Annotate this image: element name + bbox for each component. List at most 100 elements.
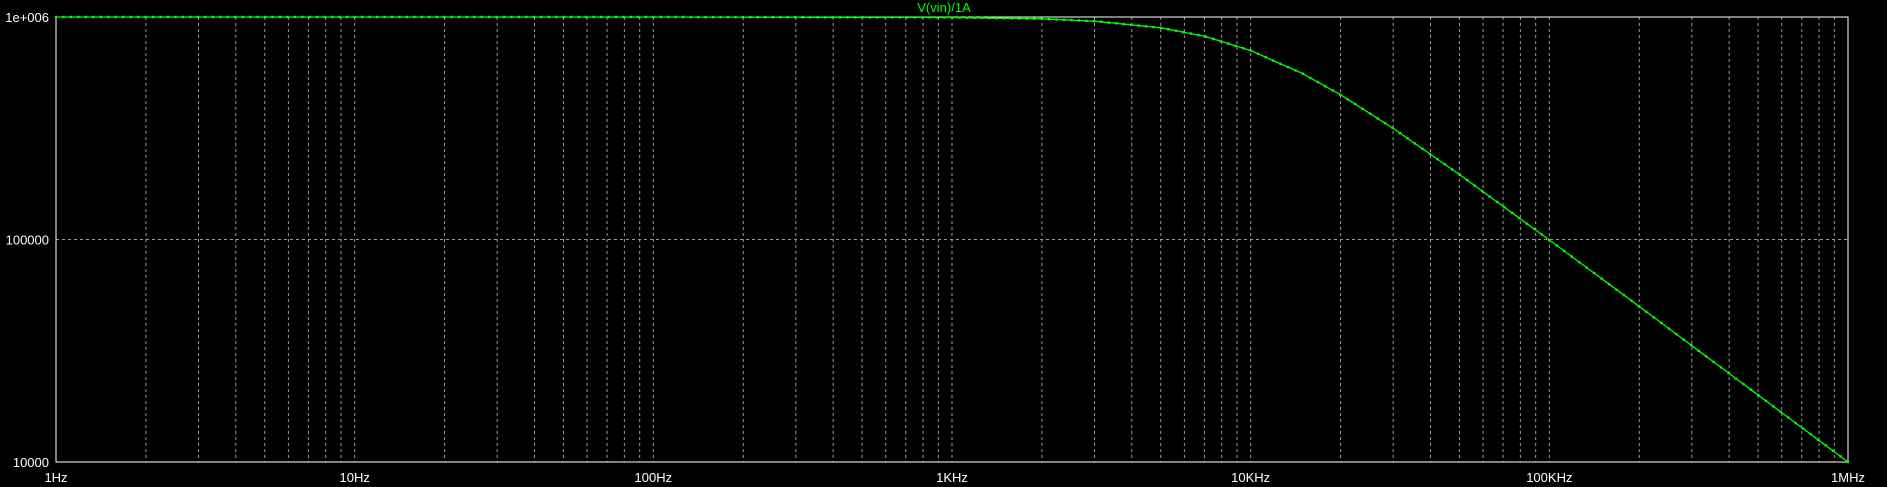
x-tick-label: 1MHz	[1831, 470, 1865, 485]
trace-point	[1047, 18, 1051, 21]
trace-point	[831, 16, 834, 19]
trace-point	[1242, 47, 1245, 50]
trace-point	[1085, 19, 1088, 22]
trace-point	[1719, 366, 1723, 369]
trace-point	[988, 16, 991, 20]
trace-point	[1398, 131, 1402, 135]
trace-point	[1234, 44, 1237, 48]
trace-point	[248, 15, 252, 19]
trace-point	[1130, 23, 1133, 26]
trace-point	[607, 15, 610, 19]
trace-point	[794, 16, 797, 19]
trace-point	[405, 15, 409, 19]
trace-point	[1592, 271, 1596, 275]
trace-point	[764, 16, 767, 19]
trace-point	[555, 15, 558, 19]
trace-point	[1779, 410, 1782, 414]
trace-point	[226, 15, 229, 19]
trace-point	[114, 15, 117, 19]
trace-point	[1204, 35, 1208, 38]
trace-point	[286, 15, 289, 19]
trace-point	[211, 15, 214, 19]
trace-point	[532, 15, 536, 19]
grid	[56, 17, 1848, 462]
trace-point	[174, 15, 177, 19]
trace-point	[876, 16, 879, 19]
trace-point	[943, 16, 946, 19]
trace-point	[458, 15, 461, 19]
trace-point	[1182, 31, 1185, 34]
trace-point	[159, 15, 162, 19]
trace-point	[1510, 211, 1514, 214]
trace-point	[1824, 444, 1827, 447]
trace-point	[54, 15, 58, 19]
trace-point	[726, 15, 730, 19]
trace-point	[1316, 80, 1320, 84]
trace-point	[1563, 249, 1566, 253]
trace-point	[323, 15, 326, 19]
trace-point	[1286, 65, 1290, 69]
trace-point	[995, 17, 998, 20]
trace-point	[1712, 360, 1715, 364]
trace-point	[756, 16, 760, 19]
trace-point	[1794, 421, 1797, 425]
trace-point	[1376, 117, 1379, 120]
trace-point	[599, 15, 603, 19]
trace-point	[1294, 69, 1297, 72]
trace-point	[428, 15, 431, 19]
y-tick-label: 100000	[6, 233, 49, 248]
trace-point	[122, 15, 125, 19]
trace-point	[868, 16, 872, 19]
trace-point	[1301, 72, 1305, 75]
trace-point	[204, 15, 207, 19]
trace-point	[749, 16, 752, 19]
trace-point	[1525, 222, 1529, 225]
trace-point	[1368, 112, 1372, 115]
trace-point	[166, 15, 170, 19]
trace-label[interactable]: V(vin)/1A	[917, 0, 971, 15]
trace-point	[1667, 327, 1670, 330]
trace-point	[316, 15, 319, 19]
trace-point	[1256, 52, 1260, 55]
trace-point	[853, 16, 857, 19]
x-tick-label: 1Hz	[44, 470, 67, 485]
trace-point	[1174, 29, 1178, 32]
trace-point	[196, 15, 200, 19]
trace-point	[980, 16, 984, 20]
trace-point	[84, 15, 88, 19]
trace-point	[1167, 28, 1170, 31]
trace-point	[525, 15, 528, 19]
trace-point	[1428, 152, 1432, 156]
trace-point	[293, 15, 297, 19]
trace-point	[950, 16, 954, 19]
trace-point	[390, 15, 394, 19]
trace-point	[1503, 206, 1506, 209]
trace-point	[913, 16, 916, 19]
trace-point	[301, 15, 304, 19]
trace-point	[1466, 178, 1469, 182]
axis-ticks: 1Hz 10Hz 100Hz 1KHz 10KHz 100KHz 1MHz 1e+006 100…	[5, 10, 1865, 485]
trace-point	[1122, 22, 1125, 26]
trace-point	[1622, 294, 1626, 297]
trace-point	[308, 15, 312, 19]
trace-group	[54, 15, 1850, 464]
trace-point	[271, 15, 274, 19]
trace-point	[1615, 288, 1618, 291]
x-tick-label: 100KHz	[1526, 470, 1572, 485]
trace-point	[1115, 22, 1118, 25]
trace-point	[1772, 405, 1775, 408]
trace-point	[1383, 122, 1387, 125]
trace-point	[495, 15, 498, 19]
trace-point	[368, 15, 371, 19]
trace-point	[1533, 227, 1536, 231]
trace-point	[846, 16, 849, 19]
trace-point	[644, 15, 648, 19]
trace-point	[891, 16, 894, 19]
trace-point	[973, 16, 976, 19]
trace-point	[1645, 310, 1648, 313]
trace-point	[1032, 17, 1036, 20]
trace-point	[107, 15, 110, 19]
trace-point	[696, 15, 700, 19]
trace-point	[383, 15, 386, 19]
